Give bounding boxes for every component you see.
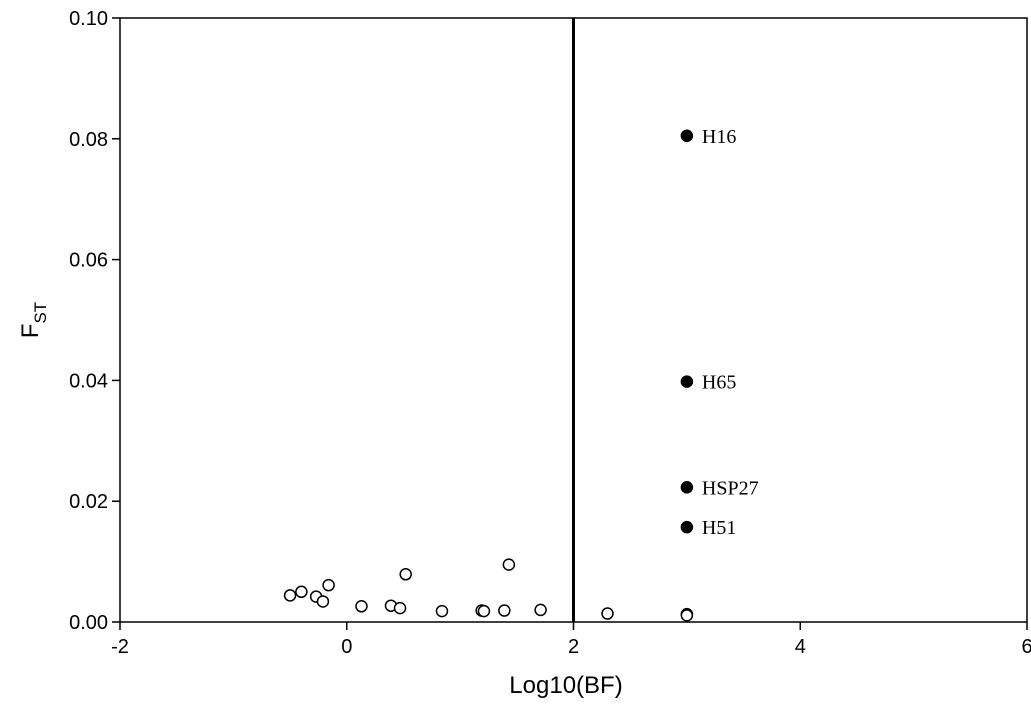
data-point (498, 604, 511, 617)
data-point (502, 558, 516, 571)
x-tick-label: 6 (1021, 636, 1031, 658)
data-point (393, 601, 407, 615)
data-point (295, 585, 308, 599)
data-point (680, 375, 694, 388)
data-points: H16 H65 HSP27 H51 (283, 126, 759, 622)
y-axis-title: FST (17, 302, 50, 338)
data-point (534, 603, 547, 617)
point-label: HSP27 (702, 477, 759, 499)
data-point (680, 129, 694, 143)
y-tick-label: 0.04 (69, 370, 108, 392)
point-label: H16 (702, 126, 736, 148)
y-tick-label: 0.10 (69, 8, 108, 30)
x-axis-title: Log10(BF) (509, 672, 622, 699)
point-label: H65 (702, 372, 736, 394)
data-point (355, 600, 368, 613)
x-tick-label: -2 (111, 636, 129, 658)
data-point (283, 589, 297, 602)
data-point (322, 578, 335, 592)
y-axis-title-main: F (17, 324, 44, 339)
data-point (680, 481, 694, 494)
y-tick-label: 0.08 (69, 129, 108, 151)
data-point (680, 520, 694, 534)
y-tick-label: 0.02 (69, 491, 108, 513)
x-tick-label: 2 (568, 636, 579, 658)
point-label: H51 (702, 517, 736, 539)
data-point (601, 607, 614, 620)
data-point (477, 604, 491, 618)
y-tick-label: 0.06 (69, 250, 108, 272)
x-tick-label: 0 (341, 636, 352, 658)
data-point (680, 609, 694, 622)
y-axis-title-subscript: ST (31, 302, 50, 324)
data-point (316, 595, 330, 608)
data-point (435, 604, 449, 618)
y-tick-label: 0.00 (69, 612, 108, 634)
data-point (399, 568, 412, 581)
axis-ticks: -2 0 2 4 6 0.00 0.02 0.04 0.06 0.08 0.10 (69, 8, 1031, 658)
x-tick-label: 4 (795, 636, 806, 658)
